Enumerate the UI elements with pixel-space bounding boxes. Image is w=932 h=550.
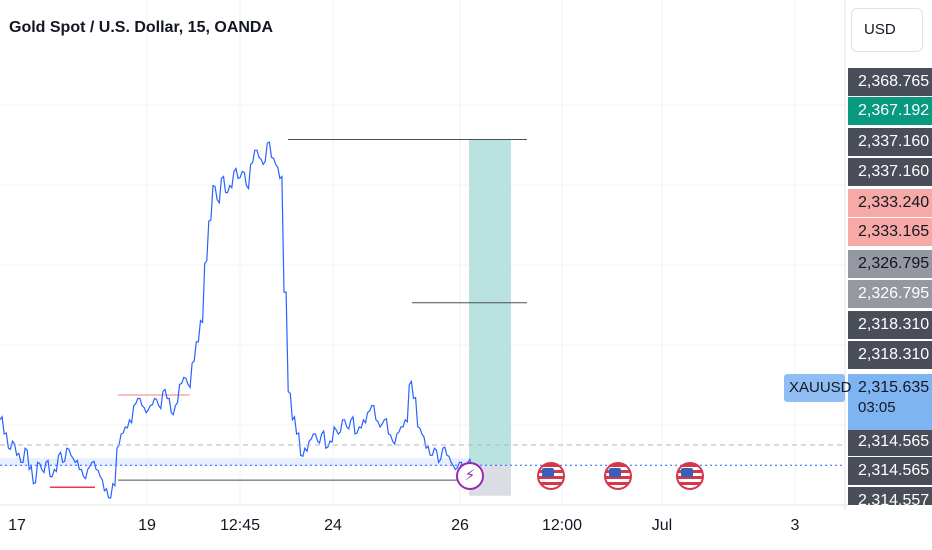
chart-title: Gold Spot / U.S. Dollar, 15, OANDA: [9, 19, 274, 36]
price-scale-label: 2,367.192: [848, 97, 932, 125]
time-axis-label: 12:45: [219, 517, 261, 534]
economic-event-us[interactable]: [537, 462, 565, 490]
current-price-value: 2,315.635: [858, 379, 930, 396]
economic-event-us[interactable]: [604, 462, 632, 490]
time-axis-label: 17: [8, 517, 26, 534]
economic-event-us[interactable]: [676, 462, 704, 490]
us-flag-icon: [609, 468, 621, 477]
price-scale-label: 2,333.240: [848, 189, 932, 217]
price-scale-label: 2,337.160: [848, 128, 932, 156]
lightning-icon: ⚡: [464, 467, 476, 484]
currency-selector-button[interactable]: USD: [851, 8, 923, 52]
price-scale-label: 2,326.795: [848, 250, 932, 278]
us-flag-icon: [542, 468, 554, 477]
price-scale-label: 2,318.310: [848, 341, 932, 369]
current-price-label: 2,315.635 03:05: [848, 374, 932, 430]
time-axis-label: 24: [324, 517, 342, 534]
us-flag-icon: [681, 468, 693, 477]
time-axis-label: 3: [790, 517, 800, 534]
time-axis-label: 26: [451, 517, 469, 534]
price-scale-label: 2,326.795: [848, 280, 932, 308]
price-scale-label: 2,333.165: [848, 218, 932, 246]
range-highlight-band[interactable]: [0, 458, 470, 467]
price-scale-label: 2,318.310: [848, 311, 932, 339]
time-axis-label: 12:00: [541, 517, 583, 534]
price-scale-label: 2,337.160: [848, 158, 932, 186]
economic-event-bolt[interactable]: ⚡: [456, 462, 484, 490]
time-axis-label: Jul: [651, 517, 673, 534]
price-scale-label: 2,314.565: [848, 457, 932, 485]
price-series-line: [0, 141, 475, 499]
price-scale-label: 2,368.765: [848, 68, 932, 96]
price-scale-label: 2,314.565: [848, 428, 932, 456]
price-scale-label: 2,314.557: [848, 487, 932, 505]
symbol-label: XAUUSD: [784, 374, 852, 402]
time-axis-label: 19: [138, 517, 156, 534]
bar-countdown: 03:05: [858, 399, 896, 416]
